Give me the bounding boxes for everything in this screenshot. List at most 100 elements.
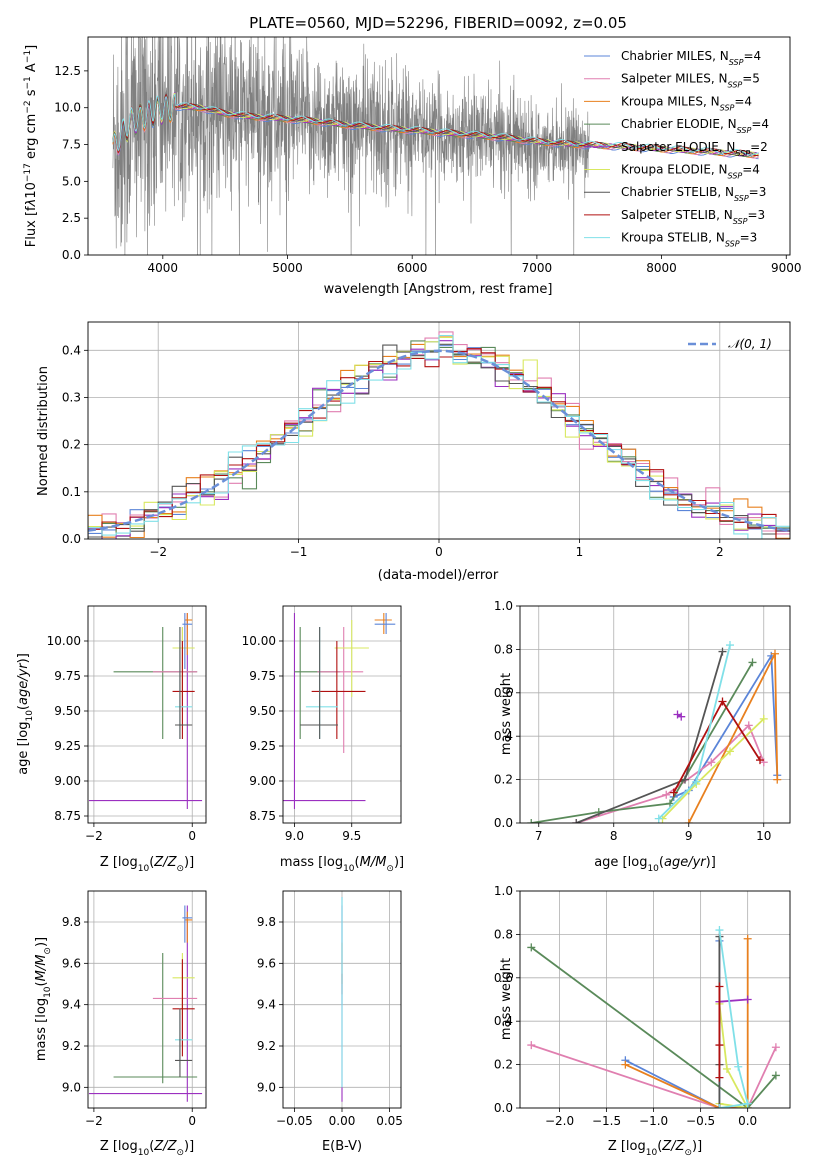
weight-age-ylabel: mass weight (499, 673, 514, 755)
mass_vs_Z-ytick-label: 9.4 (62, 998, 81, 1012)
series-marker-kroupa_miles (621, 1060, 630, 1069)
weight_vs_age-plot (527, 641, 782, 823)
spectrum-plot (112, 37, 759, 255)
series-marker-salpeter_miles (771, 1043, 780, 1052)
series-marker-chabrier_stelib (572, 819, 581, 823)
age_vs_mass-ytick-label: 10.00 (242, 634, 276, 648)
series-marker-kroupa_stelib (726, 641, 734, 650)
spectrum-panel: PLATE=0560, MJD=52296, FIBERID=0092, z=0… (23, 14, 627, 297)
series-marker-kroupa_miles (771, 649, 779, 658)
age-Z-xlabel: Z [log10(Z/Z⊙)] (100, 855, 194, 874)
series-line-chabrier_miles (624, 940, 721, 1108)
weight_vs_Z-plot (527, 926, 780, 1108)
axes-frame (282, 890, 402, 1109)
age_vs_Z-ytick-label: 9.75 (54, 669, 81, 683)
age_vs_mass-ytick-label: 8.75 (249, 809, 276, 823)
axes-frame (519, 605, 791, 824)
age-mass-xlabel: mass [log10(M/M⊙)] (280, 855, 404, 874)
weight_vs_age-ytick-label: 1.0 (494, 599, 513, 613)
spectrum-data-line (112, 37, 590, 255)
series-marker-chabrier_elodie (527, 943, 536, 952)
age_vs_Z-ytick-label: 9.25 (54, 739, 81, 753)
mass_vs_ebv-ytick-label: 9.8 (257, 915, 276, 929)
series-marker-kroupa_stelib (734, 1062, 743, 1071)
spectrum-xlabel: wavelength [Angstrom, rest frame] (324, 282, 553, 297)
series-line-chabrier_miles (673, 652, 779, 798)
series-marker-salpeter_miles (707, 758, 716, 767)
weight_vs_age-xtick-label: 10 (756, 829, 771, 843)
residuals-axes: −2 −1 0 1 2 0.0 0.1 0.2 0.3 0.4 𝒩(0, 1) (62, 321, 791, 559)
weight_vs_age-xtick-label: 7 (535, 829, 543, 843)
spectrum-xtick-label: 7000 (522, 261, 553, 275)
age_vs_Z-xtick-label: 0 (188, 829, 196, 843)
spectrum-model-salpeter_stelib (112, 93, 759, 156)
series-marker-kroupa_stelib (715, 1104, 724, 1108)
age_vs_Z-xtick-label: −2 (85, 829, 103, 843)
legend-label-salpeter_miles: Salpeter MILES, NSSP=5 (621, 72, 760, 90)
weight_vs_Z-ytick-label: 1.0 (494, 884, 513, 898)
residuals-xtick-label: 1 (576, 545, 584, 559)
weight_vs_Z-ytick-label: 0.0 (494, 1101, 513, 1115)
series-line-chabrier_stelib (575, 651, 724, 823)
mass_vs_Z-axes: −2 0 9.0 9.2 9.4 9.6 9.8 (62, 890, 207, 1128)
age_vs_mass-ytick-label: 9.00 (249, 774, 276, 788)
series-line-kroupa_elodie (718, 1003, 749, 1108)
weight_vs_age-ytick-label: 0.0 (494, 816, 513, 830)
residuals-ytick-label: 0.4 (62, 343, 81, 357)
gaussian-legend-label: 𝒩(0, 1) (728, 337, 772, 351)
axes-frame (87, 36, 791, 256)
weight-age-xlabel: age [log10(age/yr)] (594, 855, 716, 874)
spectrum-xtick-label: 9000 (771, 261, 802, 275)
series-line-salpeter_miles (531, 1044, 777, 1108)
mass_vs_Z-ytick-label: 9.6 (62, 956, 81, 970)
axes-frame (282, 605, 402, 824)
legend-label-chabrier_stelib: Chabrier STELIB, NSSP=3 (621, 185, 766, 203)
series-marker-chabrier_stelib (681, 775, 689, 784)
age_vs_Z-ytick-label: 10.00 (47, 634, 81, 648)
residuals-xtick-label: −2 (149, 545, 167, 559)
mass-Z-ylabel: mass [log10(M/M⊙)] (34, 937, 53, 1061)
weight_vs_age-xtick-label: 8 (610, 829, 618, 843)
weight_vs_Z-ytick-label: 0.4 (494, 1014, 513, 1028)
residual-histogram-panel: (data-model)/error Normed distribution (36, 366, 499, 583)
series-line-kroupa_stelib (718, 929, 749, 1108)
weight_vs_Z-ytick-label: 0.6 (494, 971, 513, 985)
residuals-xtick-label: 2 (716, 545, 724, 559)
series-marker-kroupa_elodie (722, 1064, 731, 1073)
series-marker-kroupa_stelib (743, 1099, 752, 1108)
residuals-ytick-label: 0.1 (62, 485, 81, 499)
residual-xlabel: (data-model)/error (378, 568, 499, 583)
spectrum-axes: 4000 5000 6000 7000 8000 9000 0.0 2.5 5.0 7.5 10.0… (54, 36, 802, 275)
series-marker-salpeter_stelib (756, 756, 764, 765)
mass_vs_ebv-axes: −0.05 0.00 0.05 9.0 9.2 9.4 9.6 9.8 (257, 890, 403, 1128)
spectrum-ytick-label: 10.0 (54, 101, 81, 115)
mass_vs_ebv-xtick-label: −0.05 (276, 1114, 313, 1128)
age_vs_mass-plot (283, 613, 396, 809)
legend-label-chabrier_miles: Chabrier MILES, NSSP=4 (621, 49, 761, 67)
weight_vs_age-ytick-label: 0.8 (494, 642, 513, 656)
residuals-xtick-label: 0 (435, 545, 443, 559)
weight_vs_Z-ytick-label: 0.8 (494, 927, 513, 941)
residuals-ytick-label: 0.2 (62, 438, 81, 452)
histogram-kroupa_stelib (88, 334, 790, 539)
spectrum-model-kroupa_stelib (112, 93, 759, 156)
series-marker-salpeter_stelib (715, 1041, 724, 1050)
gaussian-curve (88, 349, 790, 532)
series-marker-salpeter_miles (662, 790, 671, 799)
spectrum-model-salpeter_elodie (112, 92, 759, 157)
weight_vs_age-ytick-label: 0.6 (494, 686, 513, 700)
ebv-xlabel: E(B-V) (322, 1139, 362, 1154)
axes-frame (87, 321, 791, 540)
series-marker-kroupa_stelib (692, 777, 701, 786)
spectrum-xtick-label: 5000 (272, 261, 303, 275)
spectrum-title: PLATE=0560, MJD=52296, FIBERID=0092, z=0… (249, 14, 627, 32)
residuals-plot (88, 331, 790, 539)
spectrum-ytick-label: 0.0 (62, 248, 81, 262)
spectrum-ytick-label: 5.0 (62, 174, 81, 188)
age_vs_mass-axes: 9.0 9.5 8.75 9.00 9.25 9.50 9.75 10.00 (242, 605, 402, 843)
age_vs_Z-ytick-label: 8.75 (54, 809, 81, 823)
age_vs_mass-xtick-label: 9.5 (342, 829, 361, 843)
histogram-salpeter_stelib (88, 348, 790, 539)
series-marker-kroupa_stelib (715, 926, 724, 935)
